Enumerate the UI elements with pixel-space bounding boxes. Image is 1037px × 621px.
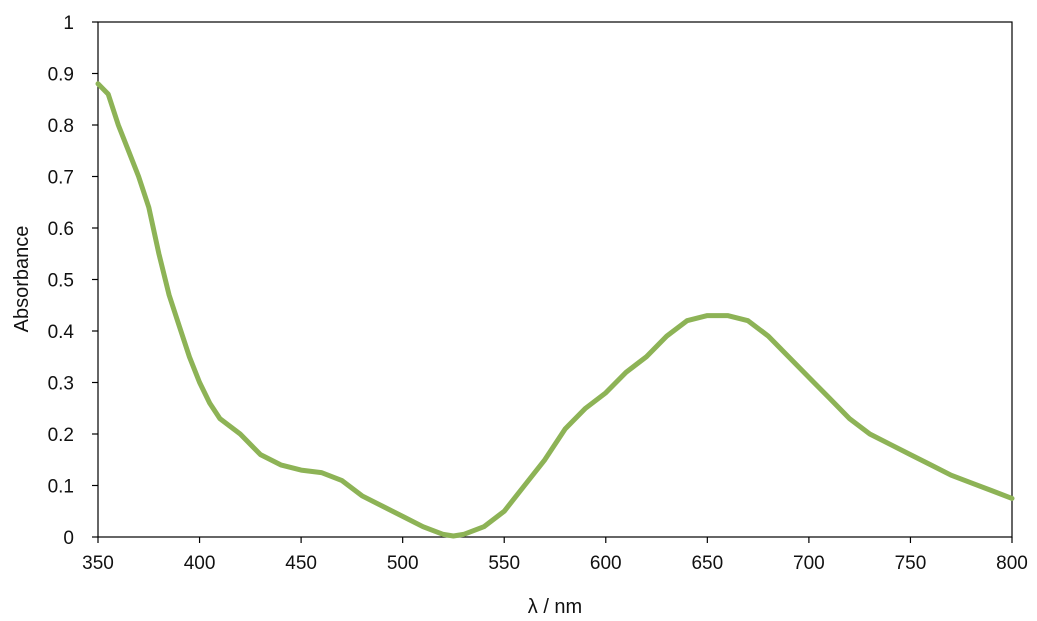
- x-tick-label: 550: [488, 553, 520, 574]
- y-tick-label: 1: [63, 13, 74, 34]
- x-tick-label: 400: [184, 553, 216, 574]
- x-tick-label: 450: [285, 553, 317, 574]
- y-tick-label: 0.7: [48, 168, 74, 189]
- y-tick-label: 0.3: [48, 374, 74, 395]
- x-tick-label: 800: [996, 553, 1028, 574]
- x-tick-label: 700: [793, 553, 825, 574]
- y-axis-title: Absorbance: [11, 226, 33, 333]
- y-tick-label: 0.8: [48, 116, 74, 137]
- y-tick-label: 0.5: [48, 271, 74, 292]
- x-tick-label: 650: [691, 553, 723, 574]
- y-tick-label: 0.6: [48, 219, 74, 240]
- y-tick-label: 0.9: [48, 65, 74, 86]
- absorbance-series-line: [95, 81, 1015, 539]
- series-layer: [95, 81, 1015, 539]
- plot-area: [97, 21, 1013, 538]
- y-tick-label: 0: [63, 528, 74, 549]
- y-tick-label: 0.4: [48, 322, 75, 343]
- x-tick-label: 350: [82, 553, 114, 574]
- y-tick-label: 0.2: [48, 425, 74, 446]
- y-tick-label: 0.1: [48, 477, 74, 498]
- ticks-layer: 350 400 450 500 550 600 650 700 750 800 0 0.1 0.2 0.3…: [48, 13, 1028, 574]
- x-tick-label: 500: [387, 553, 419, 574]
- x-tick-label: 750: [895, 553, 927, 574]
- x-tick-label: 600: [590, 553, 622, 574]
- x-axis-title: λ / nm: [528, 596, 582, 618]
